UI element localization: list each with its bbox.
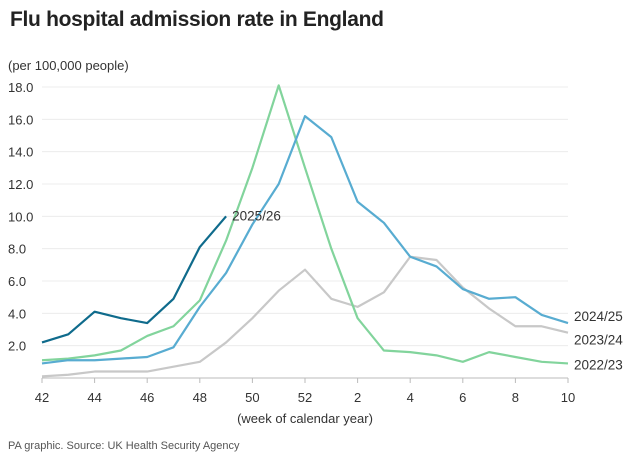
series-label: 2022/23 xyxy=(574,357,623,372)
series-line-2024-25 xyxy=(41,114,569,365)
x-tick-label: 44 xyxy=(87,390,101,405)
x-tick-label: 42 xyxy=(35,390,49,405)
x-tick-label: 52 xyxy=(298,390,312,405)
x-tick-label: 46 xyxy=(140,390,154,405)
series-line-2022-23 xyxy=(41,84,569,365)
x-tick-label: 48 xyxy=(193,390,207,405)
y-tick-label: 4.0 xyxy=(8,306,26,321)
y-tick-label: 6.0 xyxy=(8,274,26,289)
x-tick-label: 8 xyxy=(512,390,519,405)
x-tick-label: 10 xyxy=(561,390,575,405)
series-line-2023-24 xyxy=(41,255,569,378)
source-note: PA graphic. Source: UK Health Security A… xyxy=(8,440,240,452)
x-tick-label: 6 xyxy=(459,390,466,405)
y-tick-label: 12.0 xyxy=(8,177,33,192)
x-tick-label: 4 xyxy=(407,390,414,405)
x-tick-label: 50 xyxy=(245,390,259,405)
y-tick-label: 18.0 xyxy=(8,80,33,95)
y-axis-label: (per 100,000 people) xyxy=(8,58,129,73)
y-tick-label: 16.0 xyxy=(8,112,33,127)
y-tick-label: 2.0 xyxy=(8,339,26,354)
x-tick-label: 2 xyxy=(354,390,361,405)
y-tick-label: 8.0 xyxy=(8,242,26,257)
x-axis-label: (week of calendar year) xyxy=(237,411,373,426)
chart-title: Flu hospital admission rate in England xyxy=(10,8,384,31)
series-label: 2024/25 xyxy=(574,309,623,324)
series-label: 2023/24 xyxy=(574,333,623,348)
series-label: 2025/26 xyxy=(232,208,281,223)
y-tick-label: 14.0 xyxy=(8,145,33,160)
y-tick-label: 10.0 xyxy=(8,209,33,224)
series-line-2025-26 xyxy=(41,215,227,344)
